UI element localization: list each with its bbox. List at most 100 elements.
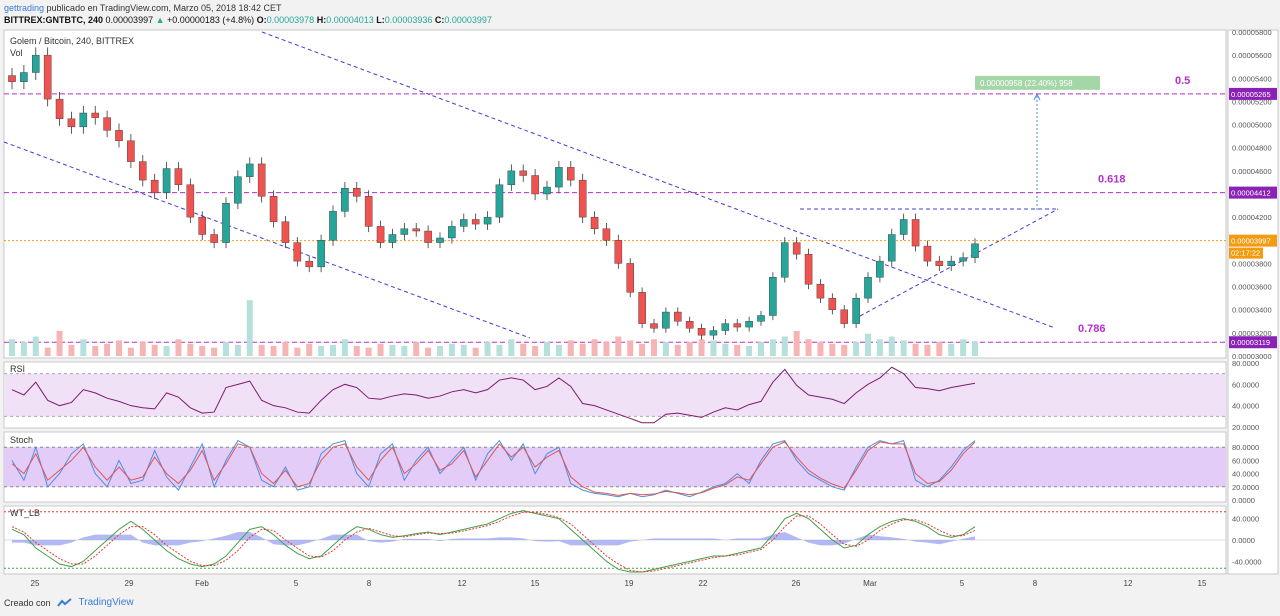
volume-bar	[948, 343, 955, 356]
candle	[614, 240, 623, 264]
volume-bar	[912, 343, 919, 356]
candle	[531, 175, 539, 195]
target-box	[975, 75, 1100, 90]
volume-bar	[330, 344, 336, 356]
candle	[495, 184, 504, 218]
candle	[210, 234, 218, 243]
candle	[162, 168, 171, 194]
volume-bar	[722, 343, 729, 356]
candle	[412, 228, 420, 232]
volume-bar	[425, 347, 432, 356]
volume-bar	[710, 340, 717, 356]
y-tick-label: 0.00003400	[1232, 306, 1272, 315]
candle	[840, 309, 848, 324]
candle	[828, 297, 837, 310]
y-tick-label: 0.00003200	[1232, 329, 1272, 338]
volume-bar	[758, 342, 764, 356]
candle	[923, 245, 932, 262]
volume-bar	[746, 345, 753, 356]
fib-price-tag-text: 0.00005265	[1231, 90, 1271, 99]
close-value: 0.00003997	[444, 15, 492, 25]
stoch-d-line	[11, 441, 976, 496]
downtrend-line-lower	[3, 141, 531, 339]
current-price-tag-text: 0.00003997	[1231, 237, 1271, 246]
candle	[662, 311, 670, 329]
author-link[interactable]: gettrading	[4, 3, 45, 13]
volume-bar	[187, 343, 194, 356]
candle	[543, 186, 551, 195]
volume-bar	[639, 343, 646, 356]
candle	[864, 277, 872, 299]
candle	[246, 163, 254, 177]
candle	[388, 234, 397, 243]
candle	[697, 328, 706, 336]
y-tick-label: 0.00005400	[1232, 74, 1272, 83]
candle	[32, 54, 40, 73]
candle	[555, 167, 563, 188]
candle	[67, 118, 76, 128]
candle	[888, 234, 896, 262]
volume-label: Vol	[10, 48, 23, 58]
volume-bar	[627, 340, 634, 356]
candle	[626, 263, 634, 293]
candle	[971, 243, 979, 258]
volume-bar	[841, 344, 848, 356]
candle	[911, 219, 920, 247]
volume-bar	[401, 345, 408, 356]
candle	[578, 179, 587, 218]
volume-bar	[163, 345, 170, 356]
fib-price-tag-text: 0.00004412	[1231, 189, 1271, 198]
volume-bar	[306, 343, 313, 356]
volume-bar	[532, 345, 539, 356]
volume-bar	[437, 345, 443, 356]
candle	[186, 184, 195, 218]
candle	[709, 330, 718, 336]
volume-bar	[32, 336, 39, 356]
volume-bar	[223, 342, 229, 356]
publish-line: gettrading publicado en TradingView.com,…	[4, 3, 282, 14]
footer: Creado con TradingView	[4, 597, 134, 608]
c-label: C:	[434, 15, 445, 25]
y-tick-label: 0.00004800	[1232, 144, 1272, 153]
volume-bar	[508, 339, 515, 356]
volume-bar	[924, 344, 931, 356]
change-up-icon: ▲	[155, 15, 165, 25]
volume-bar	[698, 339, 705, 356]
candle	[341, 188, 349, 212]
candle	[792, 242, 801, 255]
candle	[257, 163, 266, 197]
fib-label: 0.5	[1175, 75, 1190, 87]
candle	[448, 226, 456, 239]
candle	[353, 188, 361, 197]
candle	[150, 179, 159, 194]
price-axis	[1227, 29, 1279, 575]
candle	[103, 117, 111, 131]
volume-bar	[389, 344, 396, 356]
tradingview-brand[interactable]: TradingView	[78, 597, 134, 608]
volume-bar	[781, 336, 788, 356]
rsi-band	[4, 373, 1226, 417]
volume-bar	[294, 347, 301, 356]
volume-bar	[769, 339, 776, 356]
volume-bar	[9, 339, 15, 356]
candle	[650, 323, 658, 329]
candle	[804, 253, 813, 285]
candle	[79, 112, 88, 128]
volume-bar	[68, 344, 75, 356]
volume-bar	[258, 344, 265, 356]
candle	[43, 54, 52, 100]
fib-price-tag	[1229, 186, 1277, 199]
x-tick-label: 15	[531, 579, 540, 588]
x-tick-label: 22	[699, 579, 708, 588]
change-value: +0.00000183 (+4.8%)	[167, 15, 255, 25]
y-tick-label: 0.00003800	[1232, 259, 1272, 268]
x-tick-label: 25	[31, 579, 40, 588]
y-tick-label: 0.00004200	[1232, 213, 1272, 222]
rsi-tick-label: 40.0000	[1232, 402, 1259, 411]
volume-bar	[853, 342, 860, 356]
last-price: 0.00003997	[105, 15, 154, 25]
volume-bar	[567, 340, 574, 356]
candle	[376, 226, 385, 243]
fib-label: 0.618	[1098, 174, 1126, 186]
